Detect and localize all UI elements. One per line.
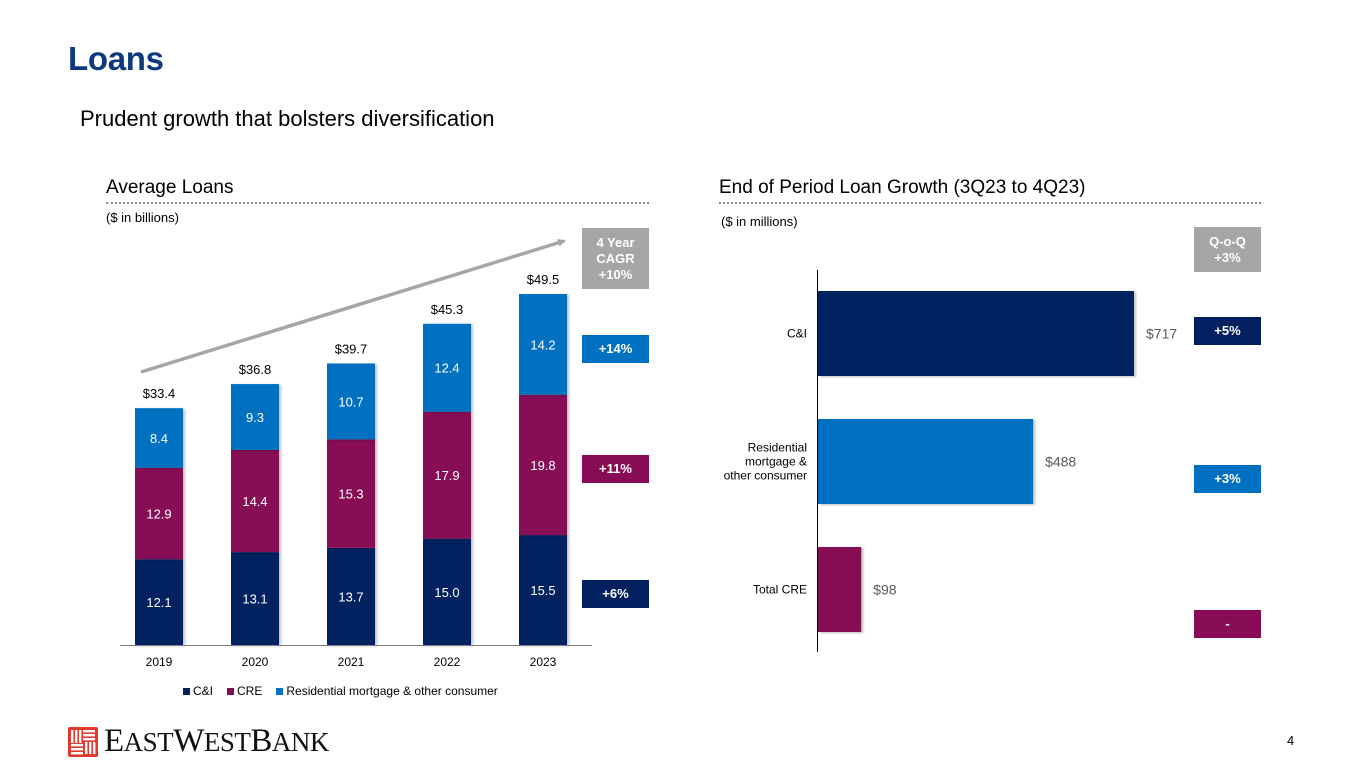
x-tick-label: 2023	[530, 655, 557, 669]
legend-label: C&I	[193, 684, 214, 698]
average-loans-title: Average Loans	[106, 177, 234, 198]
cagr-tag-line: +10%	[598, 266, 633, 282]
segment-value-label: 12.4	[434, 361, 459, 376]
segment-value-label: 13.7	[338, 589, 363, 604]
legend-item-cre: CRE	[227, 684, 262, 698]
loan-growth-title: End of Period Loan Growth (3Q23 to 4Q23)	[719, 177, 1086, 198]
segment-value-label: 10.7	[338, 394, 363, 409]
cagr-tag-line: CAGR	[596, 250, 635, 266]
segment-value-label: 13.1	[242, 592, 267, 607]
segment-value-label: 15.3	[338, 487, 363, 502]
bar-segment-residential	[423, 323, 471, 412]
page-number: 4	[1287, 733, 1295, 748]
page-subtitle: Prudent growth that bolsters diversifica…	[80, 106, 495, 131]
bar-segment-ci	[423, 538, 471, 645]
bar-segment-ci	[135, 559, 183, 645]
bar-segment-cre	[327, 439, 375, 548]
cre-cagr-tag: +11%	[582, 455, 649, 483]
legend-item-residential: Residential mortgage & other consumer	[276, 684, 498, 698]
bar-segment-ci	[327, 547, 375, 645]
legend-label: Residential mortgage & other consumer	[286, 684, 498, 698]
bar-segment-ci	[519, 535, 567, 645]
bar-segment-residential	[327, 363, 375, 440]
segment-value-label: 9.3	[246, 410, 264, 425]
segment-value-label: 8.4	[150, 431, 168, 446]
qoq-tag: Q-o-Q +3%	[1194, 227, 1261, 272]
bar-segment-cre	[519, 394, 567, 536]
page-title: Loans	[68, 40, 164, 77]
east-west-bank-logo: EASTWESTBANK	[68, 723, 329, 760]
bar-total-label: $49.5	[527, 272, 560, 287]
legend-swatch-cre	[227, 687, 235, 695]
segment-value-label: 14.4	[242, 494, 267, 509]
bar-segment-residential	[135, 408, 183, 468]
trend-arrow	[140, 238, 566, 374]
legend-label: CRE	[237, 684, 263, 698]
bar-segment-ci	[231, 552, 279, 645]
residential-cagr-tag: +14%	[582, 335, 649, 363]
bar-segment-residential	[231, 384, 279, 450]
x-tick-label: 2020	[242, 655, 269, 669]
qoq-tag-line: +3%	[1214, 249, 1241, 265]
qoq-tag-line: Q-o-Q	[1209, 233, 1246, 249]
bar-segment-cre	[135, 467, 183, 560]
x-tick-label: 2021	[338, 655, 365, 669]
bar-total-label: $36.8	[239, 362, 272, 377]
ci-cagr-tag: +6%	[582, 580, 649, 608]
right-divider	[719, 202, 1261, 204]
legend-swatch-ci	[183, 687, 190, 695]
segment-value-label: 14.2	[530, 337, 555, 352]
bar-segment-residential	[519, 294, 567, 395]
segment-value-label: 19.8	[530, 458, 555, 473]
segment-value-label: 15.5	[530, 583, 555, 598]
cre-qoq-tag: -	[1194, 610, 1261, 638]
chart-legend: C&I CRE Residential mortgage & other con…	[183, 684, 498, 698]
cagr-tag-line: 4 Year	[596, 234, 635, 250]
segment-value-label: 17.9	[434, 468, 459, 483]
bar-total-label: $33.4	[143, 386, 176, 401]
legend-item-ci: C&I	[183, 684, 213, 698]
bar-segment-cre	[423, 411, 471, 539]
left-divider	[106, 202, 649, 204]
x-tick-label: 2019	[146, 655, 173, 669]
right-unit-note: ($ in millions)	[721, 214, 798, 229]
cagr-tag: 4 Year CAGR +10%	[582, 228, 649, 289]
segment-value-label: 12.9	[146, 506, 171, 521]
legend-swatch-residential	[276, 687, 284, 695]
segment-value-label: 15.0	[434, 585, 459, 600]
left-unit-note: ($ in billions)	[106, 210, 179, 225]
bar-total-label: $45.3	[431, 302, 464, 317]
residential-qoq-tag: +3%	[1194, 465, 1261, 493]
bar-total-label: $39.7	[335, 341, 368, 356]
segment-value-label: 12.1	[146, 595, 171, 610]
logo-text: EASTWESTBANK	[104, 723, 329, 759]
x-tick-label: 2022	[434, 655, 461, 669]
bank-logo-icon	[68, 726, 98, 757]
bar-segment-cre	[231, 450, 279, 553]
ci-qoq-tag: +5%	[1194, 317, 1261, 345]
